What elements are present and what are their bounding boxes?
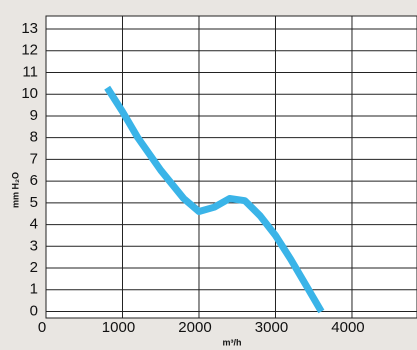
curve — [104, 85, 325, 314]
y-tick-label: 8 — [30, 129, 38, 146]
y-tick-label: 3 — [30, 237, 38, 254]
y-tick-label: 9 — [30, 107, 38, 124]
y-tick-label: 1 — [30, 281, 38, 298]
y-tick-label: 6 — [30, 172, 38, 189]
y-tick-label: 7 — [30, 150, 38, 167]
y-tick-label: 4 — [30, 216, 38, 233]
y-axis-title: mm H₂O — [10, 172, 20, 208]
y-tick-label: 2 — [30, 259, 38, 276]
y-tick-label: 11 — [22, 63, 38, 80]
x-axis-title: m³/h — [223, 337, 242, 347]
x-tick-label: 3000 — [255, 319, 288, 336]
y-tick-label: 10 — [21, 85, 38, 102]
y-tick-label: 0 — [30, 302, 38, 319]
y-tick-label: 5 — [30, 194, 38, 211]
x-tick-label: 1000 — [102, 319, 135, 336]
plot-area — [45, 15, 417, 319]
x-tick-label: 4000 — [331, 319, 364, 336]
x-tick-label: 2000 — [178, 319, 211, 336]
x-tick-label: 0 — [38, 319, 46, 336]
y-tick-label: 12 — [21, 42, 38, 59]
y-tick-label: 13 — [21, 20, 38, 37]
